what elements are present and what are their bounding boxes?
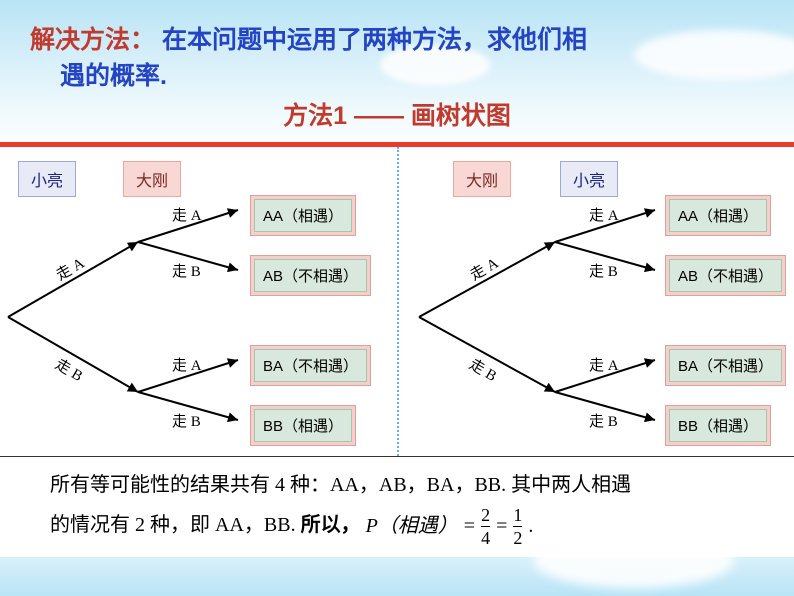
fraction-1: 2 4 (481, 506, 490, 547)
conclusion: 所有等可能性的结果共有 4 种：AA，AB，BA，BB. 其中两人相遇 的情况有… (0, 457, 794, 557)
title-text: 在本问题中运用了两种方法，求他们相 (162, 26, 587, 54)
edge-label: 走 B (172, 260, 201, 281)
edge-label: 走 B (589, 260, 618, 281)
edge-label: 走 B (589, 410, 618, 431)
outcome-label: AA（相遇） (254, 199, 352, 232)
denominator: 2 (513, 529, 522, 547)
edge-label: 走 A (589, 204, 619, 225)
tree-left-panel: 小亮大刚走 A走 B走 A走 B走 A走 BAA（相遇）AB（不相遇）BA（不相… (0, 147, 397, 457)
equals-sign: = (496, 506, 507, 546)
conclusion-line-1: 所有等可能性的结果共有 4 种：AA，AB，BA，BB. 其中两人相遇 (50, 465, 754, 505)
edge-label: 走 A (172, 204, 202, 225)
person-label: 大刚 (123, 161, 181, 197)
title-line-1: 解决方法： 在本问题中运用了两种方法，求他们相 (30, 20, 764, 56)
numerator: 2 (481, 506, 490, 524)
equals-sign: = (464, 506, 475, 546)
edge-label: 走 B (172, 410, 201, 431)
edge-label: 走 A (172, 354, 202, 375)
method-label: 解决方法： (30, 26, 155, 54)
outcome-box: AA（相遇） (250, 195, 356, 236)
subtitle: 方法1 —— 画树状图 (30, 96, 764, 132)
outcome-box: BA（不相遇） (665, 345, 786, 386)
outcome-label: AB（不相遇） (254, 259, 367, 292)
period: . (528, 506, 533, 546)
conclusion-text: 的情况有 2 种，即 AA，BB. (50, 514, 301, 536)
outcome-box: BA（不相遇） (250, 345, 371, 386)
fraction-bar (513, 526, 522, 527)
person-label: 小亮 (560, 161, 618, 197)
fraction-2: 1 2 (513, 506, 522, 547)
outcome-label: BB（相遇） (254, 409, 352, 442)
denominator: 4 (481, 529, 490, 547)
fraction-bar (481, 526, 490, 527)
outcome-box: AA（相遇） (665, 195, 771, 236)
outcome-box: BB（相遇） (250, 405, 356, 446)
therefore-label: 所以， (301, 514, 361, 536)
outcome-label: AA（相遇） (669, 199, 767, 232)
outcome-label: BB（相遇） (669, 409, 767, 442)
title-line-2: 遇的概率. (30, 56, 764, 92)
outcome-box: AB（不相遇） (250, 255, 371, 296)
edge-label: 走 A (589, 354, 619, 375)
person-label: 大刚 (453, 161, 511, 197)
numerator: 1 (513, 506, 522, 524)
tree-diagram: 小亮 大刚走 A 走 B 走 A 走 B 走 A 走 B AA（相遇） AB（不相遇） BA（不相… (0, 147, 794, 457)
p-label: P（相遇） (366, 506, 458, 546)
outcome-box: AB（不相遇） (665, 255, 786, 296)
outcome-box: BB（相遇） (665, 405, 771, 446)
tree-right-panel: 大刚小亮走 A走 B走 A走 B走 A走 BAA（相遇）AB（不相遇）BA（不相… (397, 147, 794, 457)
person-label: 小亮 (18, 161, 76, 197)
header: 解决方法： 在本问题中运用了两种方法，求他们相 遇的概率. 方法1 —— 画树状… (0, 0, 794, 138)
outcome-label: BA（不相遇） (669, 349, 782, 382)
probability-formula: P（相遇） = 2 4 = 1 2 . (366, 506, 534, 547)
outcome-label: AB（不相遇） (669, 259, 782, 292)
outcome-label: BA（不相遇） (254, 349, 367, 382)
conclusion-line-2: 的情况有 2 种，即 AA，BB. 所以， P（相遇） = 2 4 = 1 2 … (50, 505, 754, 547)
